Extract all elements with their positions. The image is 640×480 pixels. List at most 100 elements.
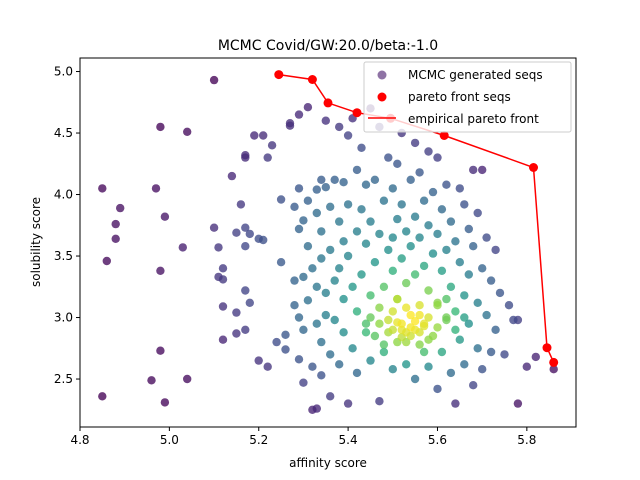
data-point [424, 362, 433, 371]
data-point [276, 258, 286, 267]
data-point [321, 116, 330, 125]
data-point [102, 256, 112, 266]
data-point [218, 275, 228, 284]
data-point [415, 233, 424, 242]
data-point [339, 237, 348, 246]
data-point [294, 184, 304, 193]
plot-frame [79, 57, 577, 428]
data-point [330, 276, 339, 285]
y-axis-label: solubility score [29, 197, 43, 287]
data-point [433, 153, 442, 162]
pareto-point [439, 131, 449, 140]
data-point [500, 350, 509, 359]
data-point [267, 141, 277, 150]
x-tick-label: 5.2 [249, 433, 268, 447]
data-point [160, 212, 170, 221]
data-point [531, 352, 540, 362]
data-point [442, 180, 451, 189]
data-point [156, 266, 165, 275]
data-point [361, 319, 371, 328]
data-point [335, 360, 344, 369]
data-point [469, 242, 478, 251]
legend-marker-mcmc [377, 70, 387, 80]
data-point [491, 245, 500, 255]
data-point [111, 234, 120, 243]
legend-label-mcmc: MCMC generated seqs [408, 68, 543, 82]
y-tick-label: 4.5 [54, 126, 73, 140]
data-point [428, 331, 438, 341]
x-tick-label: 4.8 [70, 433, 89, 447]
data-point [254, 356, 263, 365]
data-point [317, 175, 326, 184]
data-point [241, 223, 250, 232]
data-point [317, 337, 326, 347]
data-point [384, 245, 393, 255]
data-point [116, 203, 125, 213]
data-point [513, 399, 523, 408]
data-point [451, 307, 460, 316]
data-point [299, 378, 308, 387]
data-point [276, 195, 286, 204]
y-tick-label: 3.0 [54, 311, 73, 325]
data-point [218, 335, 228, 344]
data-point [98, 392, 107, 401]
data-point [437, 347, 447, 357]
data-point [410, 138, 420, 148]
x-tick-label: 5.6 [428, 433, 447, 447]
data-point [522, 362, 531, 371]
data-point [232, 308, 241, 317]
data-point [250, 131, 259, 140]
data-point [370, 175, 380, 184]
data-point [317, 254, 326, 263]
data-point [281, 330, 290, 339]
data-point [424, 221, 433, 230]
data-point [473, 208, 482, 218]
data-point [375, 303, 384, 312]
data-point [464, 224, 473, 234]
data-point [366, 313, 375, 322]
data-point [397, 200, 406, 209]
data-point [464, 270, 473, 279]
data-point [486, 276, 496, 285]
data-point [352, 307, 362, 316]
data-point [357, 270, 366, 279]
data-point [335, 264, 344, 273]
data-point [375, 319, 384, 328]
data-point [294, 313, 304, 322]
data-point [393, 294, 402, 304]
data-point [437, 205, 447, 214]
data-point [326, 392, 335, 401]
data-point [263, 362, 272, 371]
data-point [478, 264, 487, 273]
data-point [388, 233, 397, 242]
data-point [299, 325, 308, 334]
data-point [317, 227, 326, 236]
data-point [504, 301, 514, 310]
data-point [446, 217, 456, 226]
data-point [388, 307, 397, 316]
data-point [294, 224, 304, 234]
data-point [321, 310, 330, 320]
data-point [352, 165, 362, 175]
data-point [384, 315, 393, 325]
data-point [419, 319, 429, 328]
data-point [388, 365, 397, 374]
y-axis-ticks: 2.5 3.0 3.5 4.0 4.5 5.0 [54, 65, 80, 386]
data-point [245, 229, 254, 239]
data-point [460, 360, 469, 369]
data-point [469, 165, 478, 175]
data-point [290, 276, 299, 285]
data-point [348, 344, 357, 353]
y-tick-label: 3.5 [54, 249, 73, 263]
data-point [402, 278, 411, 288]
data-point [357, 143, 366, 152]
data-point [428, 187, 438, 197]
data-point [326, 350, 335, 359]
data-point [460, 291, 469, 300]
x-tick-label: 5.0 [160, 433, 179, 447]
data-point [294, 110, 304, 119]
data-point [299, 216, 308, 225]
data-point [232, 228, 241, 237]
data-point [352, 227, 362, 236]
x-tick-label: 5.4 [339, 433, 358, 447]
